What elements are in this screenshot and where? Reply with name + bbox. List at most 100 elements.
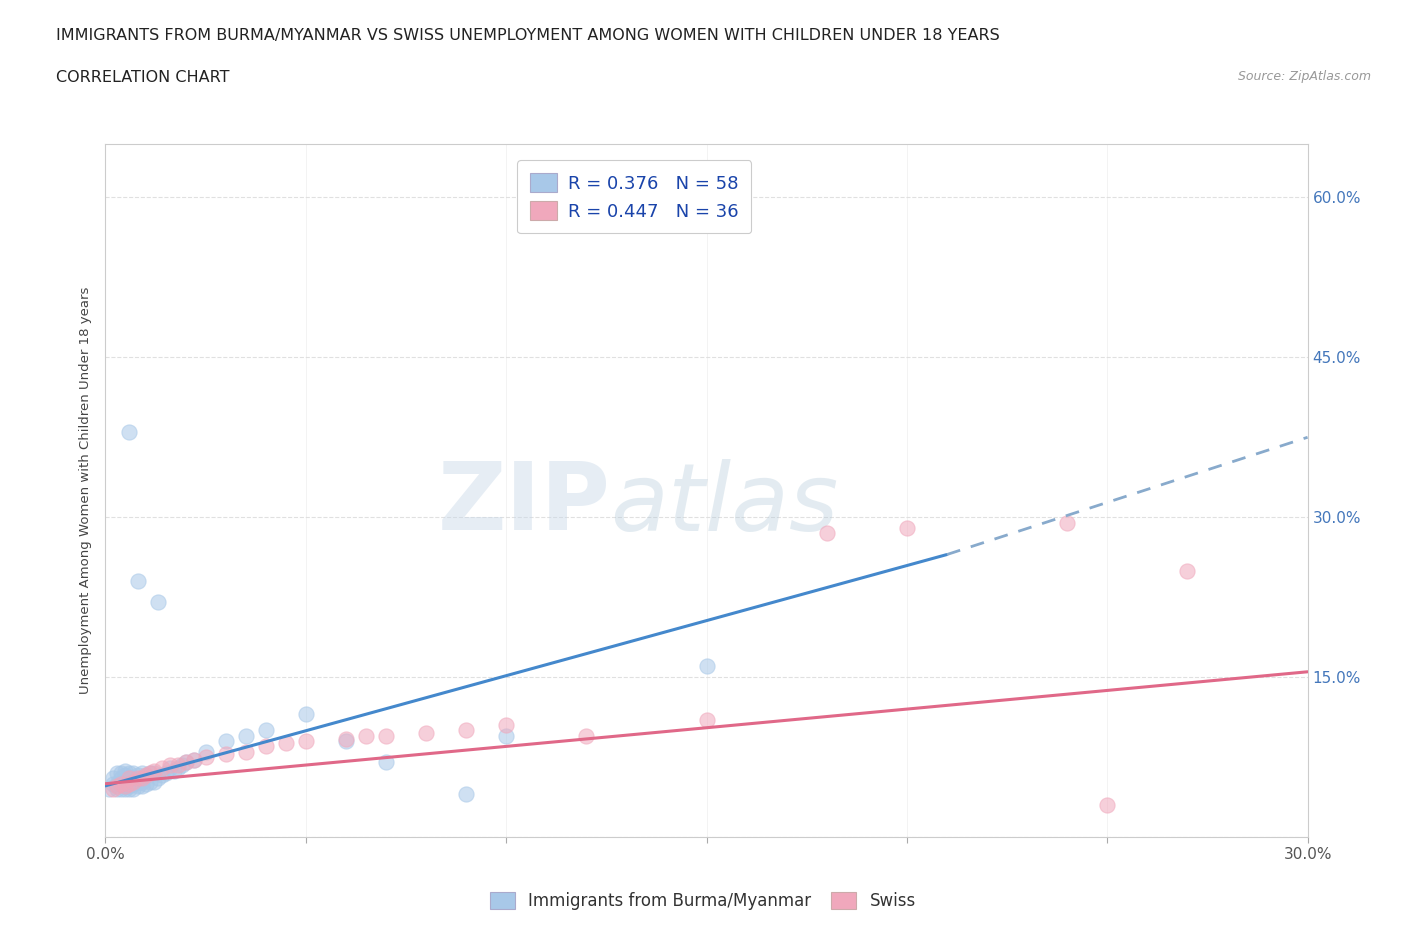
Point (374, 755, 398, 770)
Point (170, 757, 193, 772)
Point (103, 781, 125, 796)
Text: atlas: atlas (610, 458, 838, 550)
Point (131, 765, 153, 780)
Point (150, 768, 173, 783)
Point (135, 768, 157, 783)
Point (183, 752, 205, 767)
Point (214, 734, 236, 749)
Point (696, 659, 718, 674)
Point (146, 771, 169, 786)
Point (146, 595, 169, 610)
Text: Source: ZipAtlas.com: Source: ZipAtlas.com (1237, 70, 1371, 83)
Point (135, 768, 157, 783)
Point (114, 764, 136, 778)
Point (295, 734, 318, 749)
Text: CORRELATION CHART: CORRELATION CHART (56, 70, 229, 85)
Point (235, 744, 257, 759)
Point (131, 774, 153, 789)
Point (114, 778, 136, 793)
Point (254, 723, 277, 737)
Point (1056, 515, 1078, 530)
Point (131, 778, 153, 793)
Point (118, 771, 141, 786)
Point (98, 781, 121, 796)
Point (110, 777, 132, 791)
Point (135, 777, 157, 791)
Point (122, 765, 145, 780)
Point (110, 765, 132, 780)
Y-axis label: Unemployment Among Women with Children Under 18 years: Unemployment Among Women with Children U… (79, 286, 93, 695)
Point (114, 768, 136, 783)
Point (896, 521, 918, 536)
Point (103, 771, 125, 786)
Point (127, 768, 149, 783)
Legend: Immigrants from Burma/Myanmar, Swiss: Immigrants from Burma/Myanmar, Swiss (484, 885, 922, 917)
Point (127, 574, 149, 589)
Point (174, 755, 197, 770)
Point (107, 781, 129, 796)
Point (118, 424, 141, 439)
Point (127, 771, 149, 786)
Point (118, 777, 141, 791)
Legend: R = 0.376   N = 58, R = 0.447   N = 36: R = 0.376 N = 58, R = 0.447 N = 36 (517, 160, 751, 233)
Point (1177, 563, 1199, 578)
Point (815, 525, 838, 540)
Point (138, 774, 160, 789)
Point (354, 728, 377, 743)
Point (159, 761, 181, 776)
Point (114, 781, 136, 796)
Point (118, 771, 141, 786)
Point (118, 774, 141, 789)
Point (696, 712, 718, 727)
Point (1097, 798, 1119, 813)
Point (142, 765, 165, 780)
Point (575, 728, 598, 743)
Point (166, 761, 188, 776)
Point (138, 765, 160, 780)
Point (235, 728, 257, 743)
Point (159, 757, 181, 772)
Point (103, 777, 125, 791)
Point (174, 755, 197, 770)
Point (335, 732, 357, 747)
Point (107, 777, 129, 791)
Point (335, 734, 357, 749)
Point (495, 718, 517, 733)
Point (415, 725, 437, 740)
Point (107, 778, 129, 793)
Point (122, 777, 145, 791)
Point (110, 777, 132, 791)
Point (110, 781, 132, 796)
Point (114, 774, 136, 789)
Point (142, 774, 165, 789)
Point (118, 781, 141, 796)
Point (110, 771, 132, 786)
Point (127, 778, 149, 793)
Point (122, 771, 145, 786)
Text: IMMIGRANTS FROM BURMA/MYANMAR VS SWISS UNEMPLOYMENT AMONG WOMEN WITH CHILDREN UN: IMMIGRANTS FROM BURMA/MYANMAR VS SWISS U… (56, 28, 1000, 43)
Point (155, 765, 177, 780)
Point (118, 778, 141, 793)
Point (295, 707, 318, 722)
Point (183, 752, 205, 767)
Point (142, 764, 165, 778)
Point (274, 736, 297, 751)
Point (162, 764, 184, 778)
Point (214, 747, 236, 762)
Point (122, 774, 145, 789)
Point (138, 765, 160, 780)
Point (107, 765, 129, 780)
Point (194, 750, 217, 764)
Point (454, 723, 477, 737)
Point (495, 728, 517, 743)
Point (131, 771, 153, 786)
Point (254, 739, 277, 754)
Point (374, 728, 398, 743)
Point (122, 781, 145, 796)
Point (150, 761, 173, 776)
Text: ZIP: ZIP (437, 458, 610, 551)
Point (114, 778, 136, 793)
Point (454, 787, 477, 802)
Point (166, 757, 188, 772)
Point (118, 765, 141, 780)
